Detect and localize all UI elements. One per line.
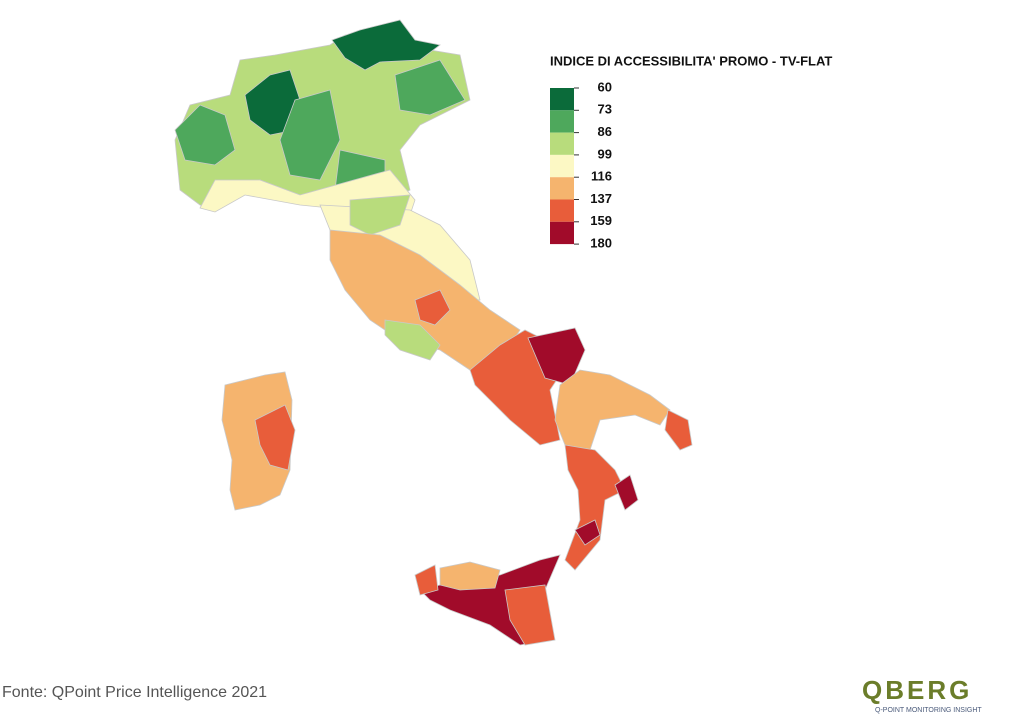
region bbox=[504, 584, 556, 646]
legend-swatch bbox=[550, 132, 574, 155]
legend-label: 60 bbox=[598, 79, 612, 94]
region bbox=[664, 409, 693, 451]
legend-label: 159 bbox=[590, 213, 612, 228]
region bbox=[221, 371, 293, 511]
source-note: Fonte: QPoint Price Intelligence 2021 bbox=[2, 684, 267, 701]
region bbox=[384, 319, 441, 361]
logo: QBERG Q-POINT MONITORING INSIGHT bbox=[862, 675, 982, 714]
legend-label: 180 bbox=[590, 236, 612, 251]
region bbox=[279, 89, 341, 181]
region bbox=[349, 194, 411, 236]
region bbox=[331, 19, 441, 71]
legend-swatch bbox=[550, 177, 574, 200]
legend-label: 86 bbox=[598, 124, 612, 139]
region bbox=[527, 327, 586, 386]
legend-label: 137 bbox=[590, 191, 612, 206]
region bbox=[614, 474, 639, 511]
italy-map bbox=[174, 19, 693, 646]
legend-swatch bbox=[550, 110, 574, 133]
logo-tagline: Q-POINT MONITORING INSIGHT bbox=[875, 707, 982, 714]
region bbox=[564, 444, 626, 571]
region bbox=[254, 404, 296, 471]
region bbox=[439, 561, 501, 591]
legend-label: 73 bbox=[598, 102, 612, 117]
region bbox=[574, 519, 601, 546]
region bbox=[414, 564, 439, 596]
logo-name: QBERG bbox=[862, 675, 972, 705]
legend-label: 116 bbox=[591, 169, 612, 184]
legend-swatch bbox=[550, 154, 574, 178]
legend-title: INDICE DI ACCESSIBILITA' PROMO - TV-FLAT bbox=[550, 53, 832, 68]
legend-swatch bbox=[550, 221, 574, 245]
region bbox=[394, 59, 466, 116]
region bbox=[174, 104, 236, 166]
legend-label: 99 bbox=[598, 146, 612, 161]
region bbox=[554, 369, 671, 451]
region bbox=[414, 289, 451, 326]
legend-swatch bbox=[550, 88, 574, 111]
legend: INDICE DI ACCESSIBILITA' PROMO - TV-FLAT… bbox=[550, 53, 832, 251]
legend-swatch bbox=[550, 199, 574, 222]
